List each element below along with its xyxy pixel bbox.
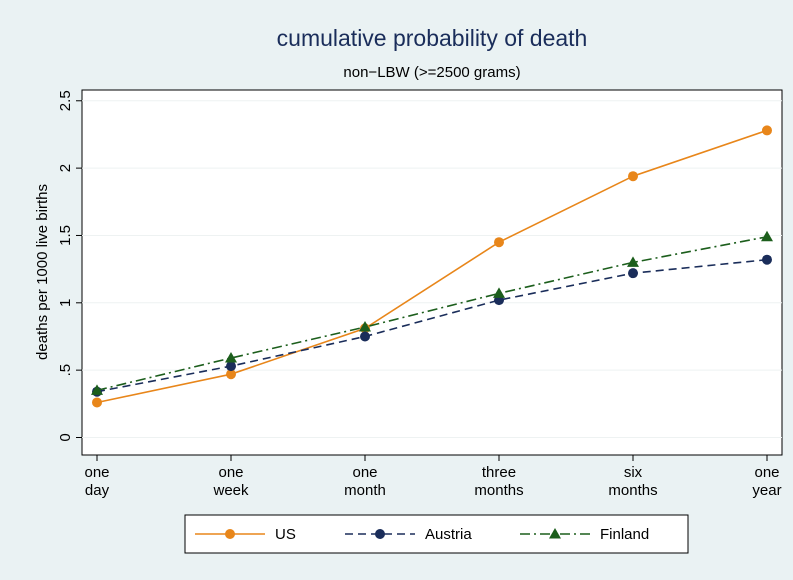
marker: [225, 529, 235, 539]
y-tick-label: 0: [57, 433, 74, 441]
marker: [225, 352, 237, 363]
legend-label: US: [275, 526, 296, 543]
marker: [762, 125, 772, 136]
marker: [493, 287, 505, 298]
marker: [92, 397, 102, 408]
x-tick-label: day: [85, 482, 110, 499]
series-line: [96, 129, 768, 404]
plot-area: [81, 89, 783, 456]
marker: [91, 384, 103, 395]
legend-label: Austria: [425, 526, 472, 543]
y-tick-label: 2.5: [57, 90, 74, 111]
series-line: [96, 258, 768, 393]
x-tick-label: one: [84, 464, 109, 481]
legend-box: [184, 514, 689, 554]
marker: [628, 268, 638, 279]
x-tick-label: months: [608, 482, 657, 499]
x-tick-label: one: [754, 464, 779, 481]
marker: [226, 361, 236, 372]
legend-label: Finland: [600, 526, 649, 543]
x-tick-label: three: [482, 464, 516, 481]
y-tick-label: 1: [57, 299, 74, 307]
marker: [549, 528, 561, 539]
marker: [628, 171, 638, 182]
y-tick-label: 2: [57, 164, 74, 172]
marker: [226, 369, 236, 380]
y-tick-label: .5: [57, 364, 74, 377]
y-axis-label: deaths per 1000 live births: [34, 184, 51, 360]
marker: [375, 529, 385, 539]
x-tick-label: one: [352, 464, 377, 481]
x-tick-label: month: [344, 482, 386, 499]
x-tick-label: year: [752, 482, 781, 499]
marker: [762, 254, 772, 265]
x-tick-label: months: [474, 482, 523, 499]
series-line: [96, 236, 768, 392]
marker: [359, 321, 371, 332]
x-tick-label: week: [212, 482, 249, 499]
y-tick-label: 1.5: [57, 225, 74, 246]
x-tick-label: six: [624, 464, 643, 481]
marker: [360, 331, 370, 342]
chart-subtitle: non−LBW (>=2500 grams): [343, 64, 520, 81]
marker: [627, 256, 639, 267]
chart-title: cumulative probability of death: [277, 25, 588, 51]
legend: US Austria Finland: [184, 514, 689, 554]
marker: [761, 230, 773, 242]
marker: [494, 237, 504, 248]
x-tick-label: one: [218, 464, 243, 481]
